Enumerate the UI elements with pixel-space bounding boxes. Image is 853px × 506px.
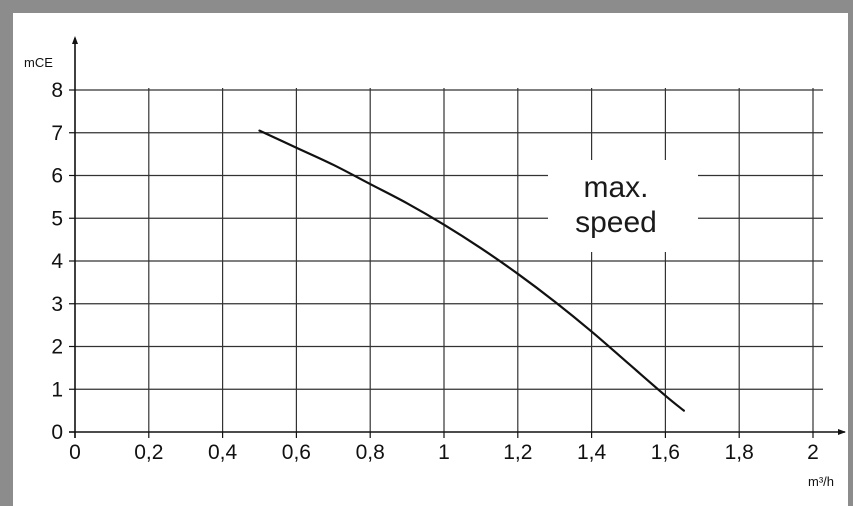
border-left [0,0,13,506]
x-tick-label: 0,4 [208,441,238,464]
x-tick-label: 1,8 [725,441,754,464]
grid [75,88,823,432]
y-tick-label: 4 [51,250,63,273]
y-axis-label: mCE [24,55,53,70]
x-tick-label: 0,2 [134,441,163,464]
border-right [848,0,853,506]
x-tick-label: 1,6 [651,441,680,464]
x-tick-label: 0,8 [356,441,385,464]
pump-curve-line [258,129,685,412]
annotation-line2: speed [575,206,657,239]
x-tick-label: 0 [69,441,81,464]
y-tick-label: 0 [51,421,63,444]
y-tick-label: 5 [51,207,63,230]
axes [69,36,846,438]
annotation-background [548,160,698,252]
annotation-line1: max. [583,171,648,204]
x-tick-label: 1,4 [577,441,607,464]
x-tick-label: 1,2 [503,441,532,464]
border-top [0,0,853,13]
series-layer [258,129,685,412]
x-tick-label: 0,6 [282,441,311,464]
x-tick-label: 2 [807,441,819,464]
plot-background [13,13,848,506]
y-tick-label: 3 [51,293,63,316]
y-tick-label: 7 [51,122,63,145]
y-tick-label: 2 [51,336,63,359]
x-tick-label: 1 [438,441,450,464]
x-axis-label: m³/h [808,474,834,489]
x-axis-arrow [838,429,846,435]
tick-labels: 0 0,2 0,4 0,6 0,8 1 1,2 1,4 1,6 1,8 2 0 1 2 3 4 5 6 7 8 [51,79,819,464]
y-tick-label: 1 [51,378,63,401]
y-axis-arrow [72,36,78,44]
y-tick-label: 8 [51,79,63,102]
y-tick-label: 6 [51,165,63,188]
